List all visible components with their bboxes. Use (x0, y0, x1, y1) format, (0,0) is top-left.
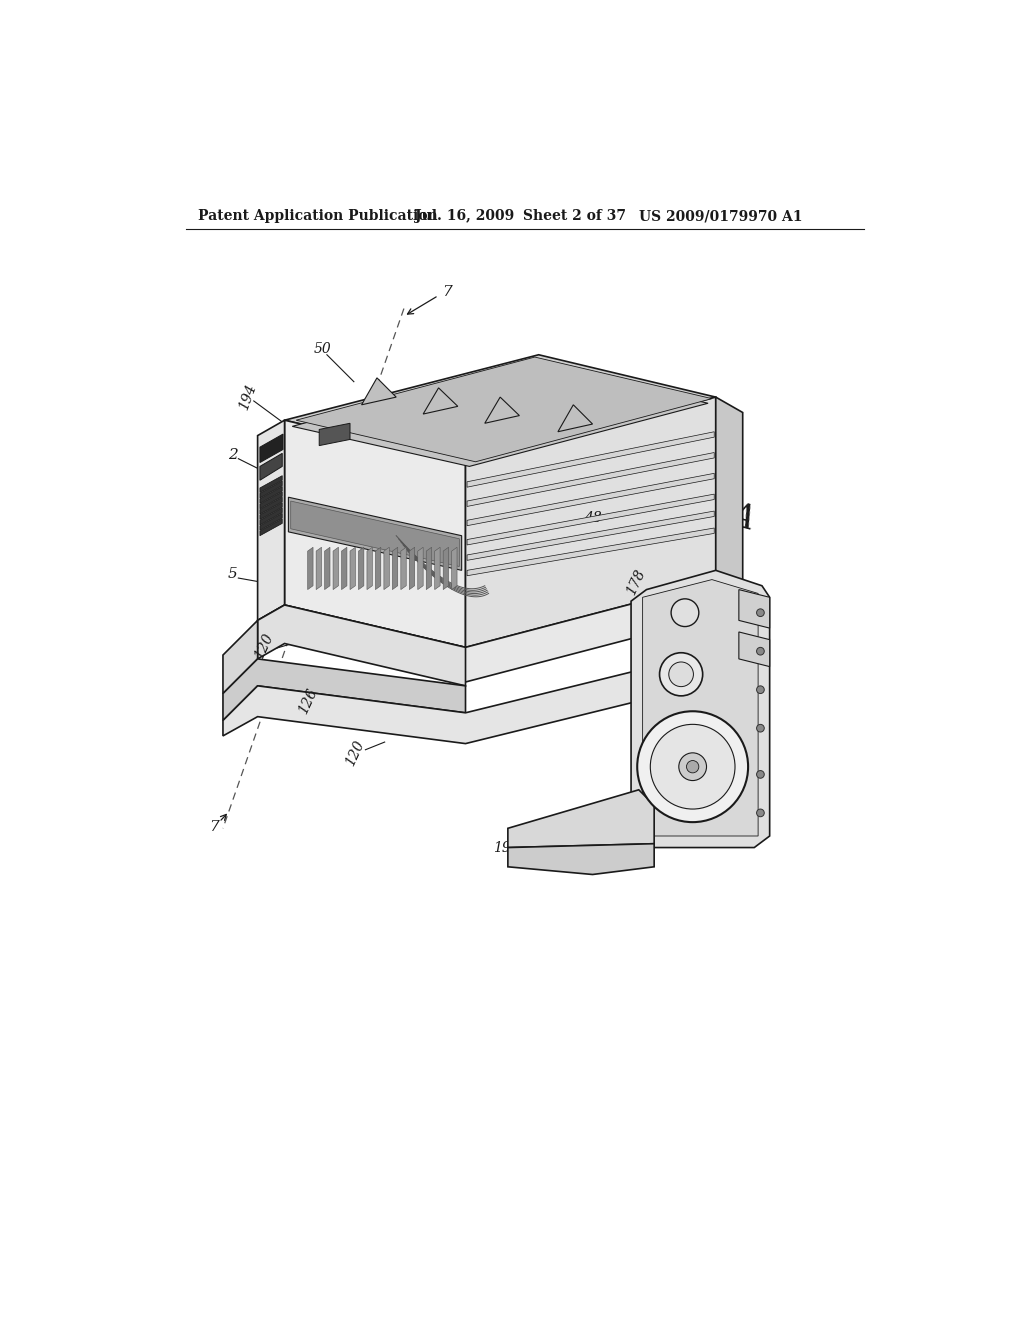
Polygon shape (260, 487, 283, 503)
Polygon shape (558, 405, 593, 432)
Polygon shape (260, 492, 283, 508)
Polygon shape (292, 363, 708, 466)
Polygon shape (508, 843, 654, 875)
Polygon shape (223, 620, 258, 693)
Polygon shape (467, 494, 714, 545)
Text: 192: 192 (554, 862, 581, 875)
Polygon shape (316, 548, 322, 590)
Polygon shape (423, 388, 458, 414)
Text: 50: 50 (314, 342, 332, 356)
Text: 5: 5 (227, 568, 238, 581)
Polygon shape (342, 548, 347, 590)
Polygon shape (358, 548, 364, 590)
Text: Sheet 2 of 37: Sheet 2 of 37 (523, 209, 627, 223)
Circle shape (757, 809, 764, 817)
Polygon shape (443, 548, 449, 590)
Polygon shape (319, 424, 350, 446)
Text: 48: 48 (584, 511, 601, 525)
Text: Patent Application Publication: Patent Application Publication (199, 209, 438, 223)
Polygon shape (285, 420, 466, 647)
Text: 126: 126 (296, 686, 319, 717)
Polygon shape (260, 453, 283, 480)
Circle shape (679, 752, 707, 780)
Polygon shape (418, 548, 423, 590)
Polygon shape (392, 548, 397, 590)
Polygon shape (508, 789, 654, 847)
Polygon shape (631, 570, 770, 847)
Polygon shape (350, 548, 355, 590)
Circle shape (671, 599, 698, 627)
Polygon shape (467, 453, 714, 507)
Polygon shape (260, 503, 283, 520)
Circle shape (686, 760, 698, 774)
Polygon shape (258, 605, 466, 686)
Circle shape (637, 711, 749, 822)
Polygon shape (467, 511, 714, 561)
Polygon shape (739, 590, 770, 628)
Text: 7: 7 (209, 820, 218, 834)
Polygon shape (467, 432, 714, 487)
Text: US 2009/0179970 A1: US 2009/0179970 A1 (639, 209, 802, 223)
Text: 186: 186 (691, 709, 716, 739)
Polygon shape (384, 548, 389, 590)
Polygon shape (260, 434, 283, 462)
Text: Jul. 16, 2009: Jul. 16, 2009 (416, 209, 515, 223)
Polygon shape (739, 632, 770, 667)
Circle shape (757, 609, 764, 616)
Polygon shape (435, 548, 440, 590)
Text: 120: 120 (252, 631, 275, 661)
Polygon shape (258, 582, 742, 682)
Circle shape (757, 686, 764, 693)
Polygon shape (452, 548, 457, 590)
Text: 7: 7 (442, 285, 453, 298)
Polygon shape (376, 548, 381, 590)
Circle shape (757, 725, 764, 733)
Polygon shape (260, 519, 283, 536)
Text: 2: 2 (228, 447, 238, 462)
Polygon shape (410, 548, 415, 590)
Polygon shape (260, 513, 283, 531)
Polygon shape (223, 659, 466, 721)
Polygon shape (289, 498, 462, 570)
Text: 188: 188 (694, 735, 718, 766)
Polygon shape (296, 358, 712, 462)
Polygon shape (223, 651, 742, 743)
Polygon shape (484, 397, 519, 424)
Polygon shape (400, 548, 407, 590)
Polygon shape (643, 579, 758, 836)
Polygon shape (367, 548, 373, 590)
Text: 180: 180 (651, 594, 676, 624)
Circle shape (669, 663, 693, 686)
Polygon shape (325, 548, 330, 590)
Text: 182: 182 (675, 648, 698, 677)
Text: FIG. 2A: FIG. 2A (627, 473, 759, 537)
Polygon shape (258, 420, 285, 620)
Polygon shape (716, 397, 742, 598)
Circle shape (757, 647, 764, 655)
Text: 194: 194 (237, 383, 259, 412)
Text: 184: 184 (686, 684, 710, 713)
Polygon shape (260, 480, 283, 498)
Polygon shape (291, 502, 460, 566)
Polygon shape (307, 548, 313, 590)
Polygon shape (467, 474, 714, 525)
Circle shape (659, 653, 702, 696)
Polygon shape (260, 508, 283, 525)
Circle shape (757, 771, 764, 779)
Text: 120: 120 (343, 738, 368, 768)
Polygon shape (467, 528, 714, 576)
Polygon shape (426, 548, 432, 590)
Polygon shape (333, 548, 339, 590)
Polygon shape (466, 397, 716, 647)
Circle shape (650, 725, 735, 809)
Text: 178: 178 (624, 566, 647, 597)
Text: 190: 190 (493, 841, 519, 854)
Polygon shape (260, 498, 283, 515)
Polygon shape (285, 355, 716, 462)
Polygon shape (260, 475, 283, 492)
Polygon shape (361, 378, 396, 405)
